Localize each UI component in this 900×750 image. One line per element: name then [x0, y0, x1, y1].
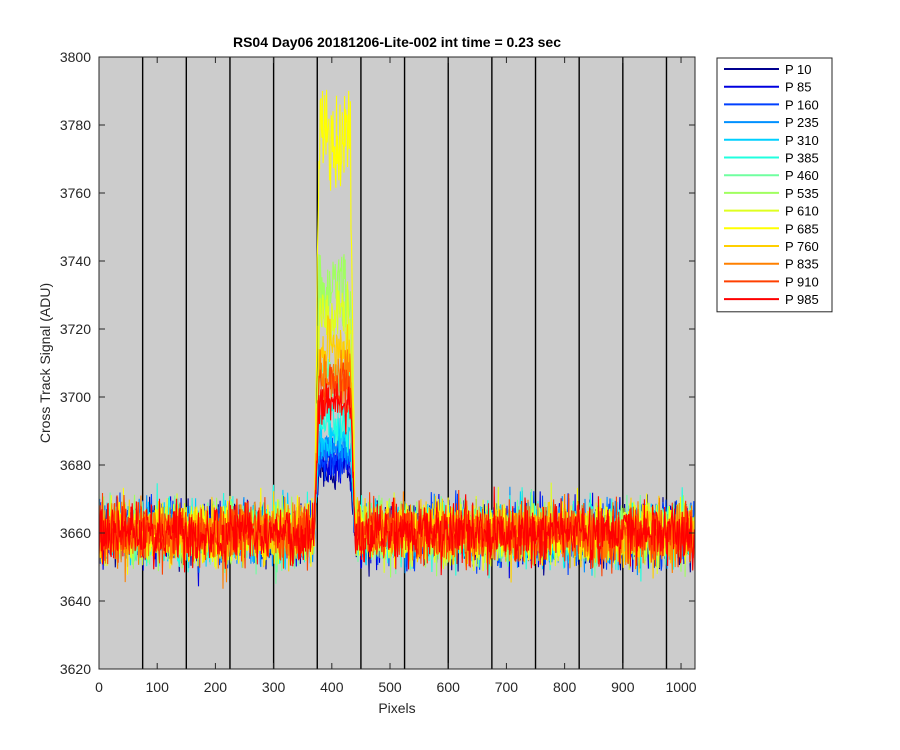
legend-label: P 535	[785, 186, 819, 201]
y-tick-label: 3660	[60, 525, 91, 541]
x-axis-label: Pixels	[378, 700, 415, 716]
vertical-separator-lines	[141, 57, 668, 669]
y-axis: 3620 3640 3660 3680 3700 3720 3740 3760 3780 3800	[60, 49, 695, 677]
y-tick-label: 3680	[60, 457, 91, 473]
x-tick-label: 100	[146, 679, 170, 695]
legend: P 10 P 85 P 160 P 235 P 310 P 385 P 460 P 535 P …	[716, 57, 833, 313]
legend-label: P 10	[785, 62, 812, 77]
y-tick-label: 3800	[60, 49, 91, 65]
legend-label: P 310	[785, 133, 819, 148]
series-line-p-985	[99, 383, 695, 576]
y-tick-label: 3640	[60, 593, 91, 609]
plot-area	[99, 57, 695, 669]
chart-title: RS04 Day06 20181206-Lite-002 int time = …	[233, 34, 561, 50]
plot-frame	[98, 56, 696, 670]
x-tick-label: 1000	[665, 679, 696, 695]
x-tick-label: 200	[204, 679, 228, 695]
y-tick-label: 3740	[60, 253, 91, 269]
x-axis: 0 100 200 300 400 500 600 700 800 900 1000	[95, 57, 697, 695]
legend-label: P 385	[785, 151, 819, 166]
x-tick-label: 400	[320, 679, 344, 695]
legend-label: P 610	[785, 204, 819, 219]
x-tick-label: 600	[437, 679, 461, 695]
legend-label: P 685	[785, 221, 819, 236]
legend-label: P 160	[785, 97, 819, 112]
legend-box	[716, 57, 833, 313]
legend-label: P 910	[785, 274, 819, 289]
x-tick-label: 900	[611, 679, 635, 695]
legend-label: P 760	[785, 239, 819, 254]
x-tick-label: 0	[95, 679, 103, 695]
y-axis-label: Cross Track Signal (ADU)	[37, 283, 53, 443]
x-tick-label: 300	[262, 679, 286, 695]
x-tick-label: 500	[378, 679, 402, 695]
series-lines	[99, 89, 695, 589]
y-tick-label: 3780	[60, 117, 91, 133]
legend-label: P 835	[785, 257, 819, 272]
y-tick-label: 3700	[60, 389, 91, 405]
x-tick-label: 800	[553, 679, 577, 695]
y-tick-label: 3620	[60, 661, 91, 677]
legend-label: P 985	[785, 292, 819, 307]
y-tick-label: 3760	[60, 185, 91, 201]
legend-label: P 235	[785, 115, 819, 130]
x-tick-label: 700	[495, 679, 519, 695]
legend-label: P 460	[785, 168, 819, 183]
y-tick-label: 3720	[60, 321, 91, 337]
legend-label: P 85	[785, 80, 812, 95]
